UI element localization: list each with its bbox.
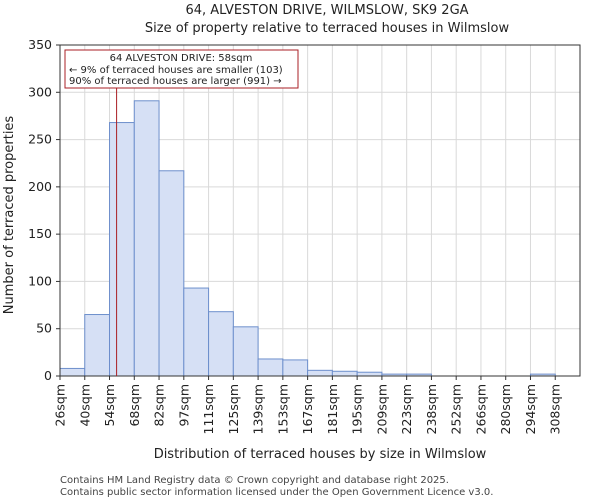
annotation-smaller: ← 9% of terraced houses are smaller (103… [69, 65, 283, 76]
x-tick-label: 209sqm [374, 384, 389, 434]
x-tick-label: 82sqm [152, 384, 167, 427]
x-tick-label: 294sqm [523, 384, 538, 434]
chart-subtitle: Size of property relative to terraced ho… [145, 21, 510, 36]
x-tick-label: 181sqm [325, 384, 340, 434]
y-tick-label: 300 [28, 84, 52, 99]
x-tick-label: 139sqm [251, 384, 266, 434]
bars [59, 100, 556, 377]
histogram-bar [208, 311, 234, 377]
histogram-bar [133, 100, 160, 377]
y-tick-label: 0 [44, 368, 52, 383]
x-tick-label: 167sqm [300, 384, 315, 434]
histogram-bar [109, 122, 135, 377]
x-tick-label: 153sqm [275, 384, 290, 434]
y-tick-label: 100 [28, 273, 52, 288]
histogram-bar [158, 170, 185, 377]
x-tick-label: 111sqm [201, 384, 216, 434]
footer-line-1: Contains HM Land Registry data © Crown c… [60, 475, 449, 486]
histogram-bar [356, 371, 383, 377]
chart-title: 64, ALVESTON DRIVE, WILMSLOW, SK9 2GA [185, 3, 468, 18]
x-axis-label: Distribution of terraced houses by size … [154, 447, 487, 462]
x-tick-label: 40sqm [77, 384, 92, 427]
x-axis-ticks: 26sqm 40sqm 54sqm 68sqm 82sqm 97sqm 111sqm 125s… [53, 376, 563, 434]
plot-frame [59, 44, 581, 377]
histogram-bar [59, 367, 86, 377]
x-tick-label: 223sqm [399, 384, 414, 434]
histogram-bar [331, 370, 358, 377]
annotation-larger: 90% of terraced houses are larger (991) … [69, 76, 282, 87]
y-tick-label: 150 [28, 226, 52, 241]
histogram-bar [307, 369, 333, 377]
y-tick-label: 50 [36, 321, 52, 336]
annotation-title: 64 ALVESTON DRIVE: 58sqm [110, 53, 253, 64]
histogram-bar [257, 358, 284, 377]
x-tick-label: 68sqm [127, 384, 142, 427]
x-tick-label: 238sqm [424, 384, 439, 434]
y-tick-label: 350 [28, 37, 52, 52]
x-tick-label: 252sqm [449, 384, 464, 434]
x-tick-label: 280sqm [498, 384, 513, 434]
y-axis-label: Number of terraced properties [2, 116, 17, 315]
histogram-bar [183, 287, 210, 377]
histogram-bar [282, 359, 309, 377]
x-tick-label: 308sqm [548, 384, 563, 434]
x-tick-label: 97sqm [176, 384, 191, 427]
footer-line-2: Contains public sector information licen… [60, 487, 493, 498]
histogram-bar [232, 326, 259, 377]
y-tick-label: 250 [28, 132, 52, 147]
x-tick-label: 54sqm [102, 384, 117, 427]
x-tick-label: 266sqm [473, 384, 488, 434]
annotation-box: 64 ALVESTON DRIVE: 58sqm ← 9% of terrace… [64, 49, 299, 89]
x-tick-label: 195sqm [350, 384, 365, 434]
annotation-frame [64, 49, 299, 89]
x-tick-label: 125sqm [226, 384, 241, 434]
y-axis-ticks: 0 50 100 150 200 250 300 350 [28, 37, 60, 383]
y-tick-label: 200 [28, 179, 52, 194]
histogram-bar [84, 314, 111, 377]
x-tick-label: 26sqm [53, 384, 68, 427]
